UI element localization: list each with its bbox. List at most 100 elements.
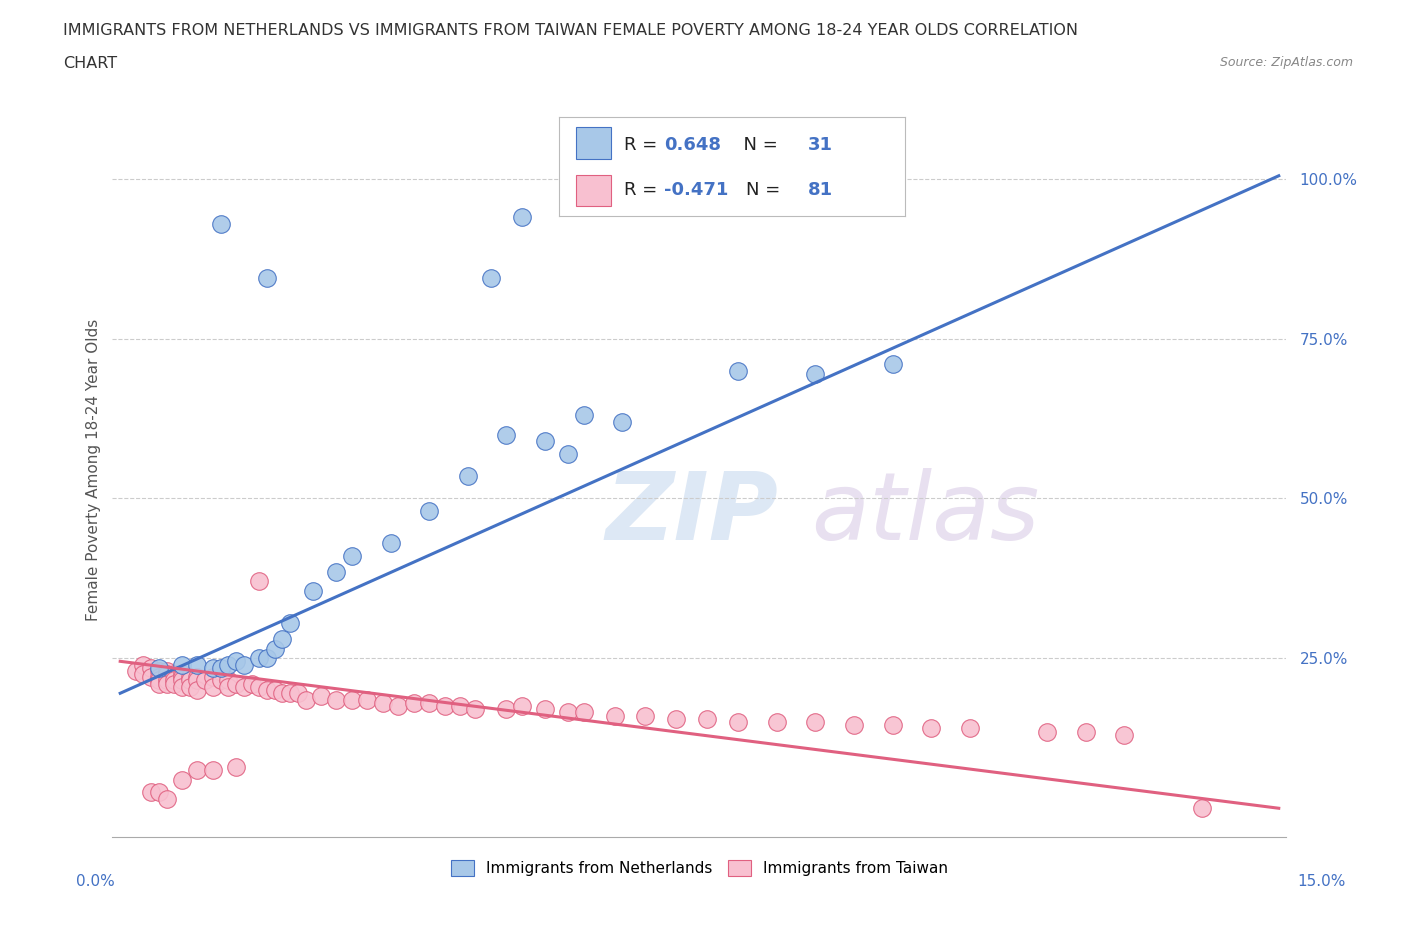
- Text: 15.0%: 15.0%: [1298, 874, 1346, 889]
- Point: [302, 584, 325, 599]
- Point: [387, 698, 409, 713]
- Point: [209, 217, 232, 232]
- Point: [170, 667, 193, 682]
- Point: [225, 759, 247, 774]
- Point: [148, 670, 170, 684]
- Point: [457, 469, 479, 484]
- Point: [271, 631, 294, 646]
- Point: [433, 698, 456, 713]
- Point: [920, 721, 942, 736]
- Point: [309, 689, 332, 704]
- Point: [287, 685, 309, 700]
- Point: [124, 663, 146, 678]
- Text: CHART: CHART: [63, 56, 117, 71]
- Point: [132, 667, 155, 682]
- Point: [278, 685, 301, 700]
- Point: [449, 698, 471, 713]
- Point: [209, 673, 232, 688]
- Point: [170, 680, 193, 695]
- Point: [170, 673, 193, 688]
- Point: [371, 696, 394, 711]
- Point: [139, 785, 162, 800]
- Point: [225, 654, 247, 669]
- Point: [959, 721, 981, 736]
- Point: [1191, 801, 1213, 816]
- Point: [247, 574, 270, 589]
- Point: [495, 427, 517, 442]
- Point: [612, 414, 634, 429]
- Point: [842, 718, 865, 733]
- Point: [155, 676, 177, 691]
- Point: [278, 616, 301, 631]
- Point: [139, 670, 162, 684]
- Text: Source: ZipAtlas.com: Source: ZipAtlas.com: [1219, 56, 1353, 69]
- Point: [186, 673, 208, 688]
- Point: [510, 210, 533, 225]
- Point: [217, 680, 239, 695]
- Point: [240, 676, 263, 691]
- Point: [557, 705, 579, 720]
- Point: [325, 692, 347, 707]
- Point: [186, 670, 208, 684]
- Point: [201, 660, 224, 675]
- Point: [263, 683, 285, 698]
- Point: [209, 660, 232, 675]
- Point: [194, 673, 217, 688]
- Point: [696, 711, 718, 726]
- Legend: Immigrants from Netherlands, Immigrants from Taiwan: Immigrants from Netherlands, Immigrants …: [444, 854, 955, 883]
- Point: [510, 698, 533, 713]
- Point: [217, 658, 239, 672]
- Point: [356, 692, 378, 707]
- Point: [155, 673, 177, 688]
- Point: [170, 670, 193, 684]
- Point: [163, 673, 186, 688]
- Point: [464, 702, 486, 717]
- Point: [139, 660, 162, 675]
- Point: [557, 446, 579, 461]
- Point: [804, 366, 827, 381]
- Point: [1114, 727, 1136, 742]
- Point: [603, 708, 626, 723]
- Point: [325, 565, 347, 579]
- Point: [256, 271, 278, 286]
- Point: [256, 651, 278, 666]
- Point: [495, 702, 517, 717]
- Point: [186, 763, 208, 777]
- Point: [163, 676, 186, 691]
- Point: [155, 791, 177, 806]
- Point: [179, 680, 201, 695]
- Point: [727, 364, 749, 379]
- Point: [572, 408, 595, 423]
- Point: [263, 641, 285, 656]
- Text: ZIP: ZIP: [606, 468, 779, 560]
- Point: [256, 683, 278, 698]
- Point: [340, 692, 363, 707]
- Point: [271, 685, 294, 700]
- Point: [232, 680, 254, 695]
- Point: [572, 705, 595, 720]
- Point: [155, 663, 177, 678]
- Point: [1074, 724, 1097, 739]
- Point: [727, 714, 749, 729]
- Point: [418, 696, 440, 711]
- Point: [882, 718, 904, 733]
- Point: [217, 673, 239, 688]
- Point: [201, 680, 224, 695]
- Point: [170, 658, 193, 672]
- Text: IMMIGRANTS FROM NETHERLANDS VS IMMIGRANTS FROM TAIWAN FEMALE POVERTY AMONG 18-24: IMMIGRANTS FROM NETHERLANDS VS IMMIGRANT…: [63, 23, 1078, 38]
- Point: [148, 660, 170, 675]
- Point: [247, 651, 270, 666]
- Point: [148, 785, 170, 800]
- Point: [804, 714, 827, 729]
- Point: [155, 667, 177, 682]
- Text: atlas: atlas: [811, 468, 1039, 559]
- Y-axis label: Female Poverty Among 18-24 Year Olds: Female Poverty Among 18-24 Year Olds: [86, 318, 101, 621]
- Point: [148, 673, 170, 688]
- Point: [534, 433, 557, 448]
- Point: [882, 357, 904, 372]
- Point: [402, 696, 425, 711]
- Text: 0.0%: 0.0%: [76, 874, 115, 889]
- Point: [148, 676, 170, 691]
- Point: [232, 658, 254, 672]
- Point: [479, 271, 502, 286]
